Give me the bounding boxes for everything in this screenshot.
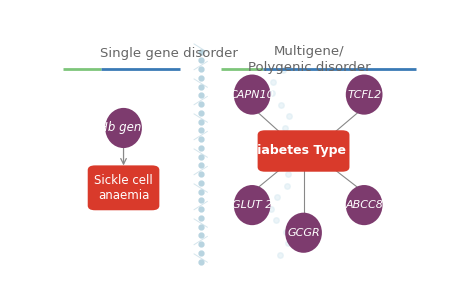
Ellipse shape xyxy=(346,74,383,115)
Ellipse shape xyxy=(346,185,383,225)
Text: Sickle cell
anaemia: Sickle cell anaemia xyxy=(94,174,153,202)
Text: GLUT 2: GLUT 2 xyxy=(232,200,272,210)
Text: Multigene/
Polygenic disorder: Multigene/ Polygenic disorder xyxy=(248,45,370,74)
Ellipse shape xyxy=(234,74,271,115)
Ellipse shape xyxy=(105,108,142,148)
Text: Single gene disorder: Single gene disorder xyxy=(100,48,237,60)
Ellipse shape xyxy=(285,213,322,253)
Text: Hb gene: Hb gene xyxy=(99,121,148,135)
Text: TCFL2: TCFL2 xyxy=(347,90,381,100)
FancyBboxPatch shape xyxy=(258,130,349,172)
Ellipse shape xyxy=(234,185,271,225)
Text: GCGR: GCGR xyxy=(287,228,320,238)
Text: ABCC8: ABCC8 xyxy=(345,200,383,210)
Text: Diabetes Type 2: Diabetes Type 2 xyxy=(247,144,360,158)
Text: CAPN10: CAPN10 xyxy=(230,90,274,100)
FancyBboxPatch shape xyxy=(88,165,159,210)
